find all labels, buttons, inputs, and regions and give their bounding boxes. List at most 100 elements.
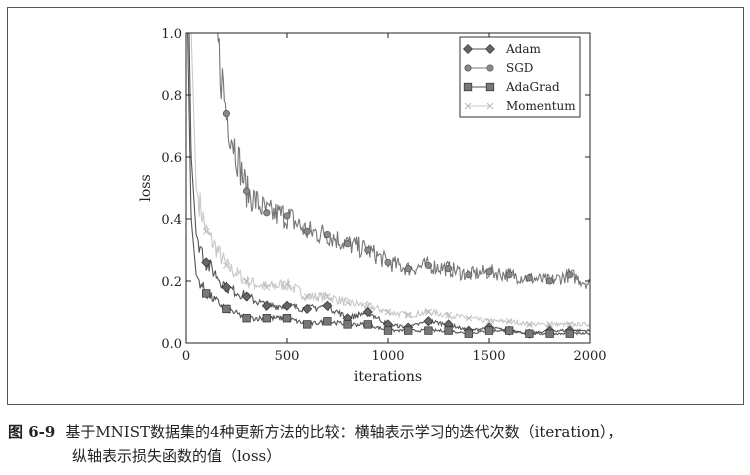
- data-point-sgd: [445, 265, 453, 273]
- data-point-momentum: [404, 311, 412, 319]
- data-point-momentum: [344, 299, 351, 307]
- data-point-sgd: [485, 268, 493, 276]
- legend-item-momentum: Momentum: [464, 99, 576, 113]
- legend-marker: [463, 44, 473, 54]
- data-point-adagrad: [444, 326, 453, 335]
- data-point-momentum: [505, 317, 513, 325]
- series-sgd: [217, 33, 590, 289]
- figure-number: 图 6-9: [8, 423, 56, 441]
- data-point-adam: [423, 316, 434, 327]
- data-point-momentum: [324, 293, 331, 300]
- data-point-adagrad: [262, 314, 271, 323]
- data-point-momentum: [283, 280, 291, 288]
- data-point-momentum: [526, 321, 533, 328]
- legend-marker: [485, 82, 495, 92]
- x-axis-label: iterations: [354, 369, 422, 385]
- series-line-momentum: [190, 33, 590, 329]
- x-tick-label: 0: [182, 349, 190, 364]
- data-point-adagrad: [222, 304, 231, 314]
- x-tick-label: 1000: [371, 349, 404, 364]
- data-point-sgd: [243, 187, 251, 195]
- y-tick-label: 0.0: [161, 337, 182, 352]
- data-point-adam: [201, 257, 212, 268]
- data-point-sgd: [222, 110, 230, 118]
- data-point-adagrad: [343, 320, 352, 329]
- x-tick-label: 1500: [472, 349, 505, 364]
- data-point-momentum: [465, 314, 473, 322]
- data-point-adam: [282, 300, 292, 311]
- legend-item-sgd: SGD: [464, 61, 533, 75]
- data-point-adagrad: [282, 314, 292, 323]
- data-point-adagrad: [424, 326, 433, 335]
- data-point-sgd: [505, 271, 513, 279]
- data-point-adagrad: [464, 329, 473, 338]
- data-point-adam: [302, 303, 313, 314]
- data-point-adagrad: [484, 326, 494, 335]
- legend-marker: [464, 64, 472, 72]
- legend-marker: [485, 44, 495, 54]
- data-point-adagrad: [202, 289, 211, 298]
- legend-marker: [463, 82, 473, 92]
- data-point-adagrad: [242, 314, 251, 323]
- data-point-sgd: [344, 240, 352, 248]
- y-tick-label: 0.2: [161, 275, 182, 290]
- series-line-adagrad: [187, 33, 590, 336]
- data-point-sgd: [303, 227, 311, 235]
- data-point-adam: [241, 291, 252, 302]
- data-point-momentum: [243, 277, 250, 285]
- data-point-sgd: [263, 209, 271, 217]
- caption-line-1: 基于MNIST数据集的4种更新方法的比较：横轴表示学习的迭代次数（iterati…: [65, 423, 623, 441]
- series-line-sgd: [217, 33, 590, 289]
- legend-label: AdaGrad: [505, 80, 560, 94]
- legend-item-adagrad: AdaGrad: [463, 80, 560, 94]
- data-point-momentum: [202, 228, 210, 235]
- legend-marker: [464, 102, 472, 110]
- data-point-adagrad: [383, 326, 393, 335]
- x-tick-label: 2000: [573, 349, 606, 364]
- data-point-adam: [221, 282, 232, 293]
- y-axis-label: loss: [138, 174, 154, 201]
- legend: Adam SGD AdaGrad Momentum: [459, 36, 581, 118]
- legend-marker: [486, 64, 494, 72]
- data-point-sgd: [283, 212, 291, 220]
- y-tick-label: 0.8: [161, 89, 182, 104]
- data-point-sgd: [384, 258, 392, 266]
- data-point-adagrad: [303, 320, 312, 329]
- caption-line-2: 纵轴表示损失函数的值（loss）: [72, 447, 282, 465]
- data-point-sgd: [525, 274, 533, 282]
- data-point-adam: [362, 307, 373, 317]
- legend-label: SGD: [506, 61, 533, 75]
- legend-label: Momentum: [506, 99, 576, 113]
- data-point-sgd: [424, 261, 432, 270]
- series-adagrad: [187, 33, 590, 338]
- data-point-sgd: [323, 230, 331, 239]
- data-point-momentum: [263, 283, 271, 291]
- data-point-momentum: [384, 308, 392, 316]
- legend-label: Adam: [505, 42, 542, 56]
- series-momentum: [190, 33, 590, 329]
- data-point-adagrad: [505, 326, 514, 335]
- data-point-sgd: [404, 265, 412, 273]
- data-point-momentum: [364, 302, 372, 310]
- data-point-adagrad: [525, 329, 534, 338]
- data-point-adagrad: [363, 320, 372, 329]
- data-point-sgd: [566, 271, 574, 279]
- data-point-adam: [261, 300, 272, 311]
- data-point-momentum: [223, 262, 230, 269]
- figure-caption: 图 6-9 基于MNIST数据集的4种更新方法的比较：横轴表示学习的迭代次数（it…: [8, 420, 748, 468]
- data-point-momentum: [303, 293, 311, 300]
- data-point-sgd: [465, 271, 473, 279]
- data-point-sgd: [546, 277, 554, 285]
- data-point-adagrad: [545, 329, 554, 338]
- data-point-momentum: [546, 321, 553, 328]
- data-point-adagrad: [323, 317, 332, 326]
- data-point-momentum: [445, 311, 452, 319]
- data-point-adam: [322, 300, 333, 311]
- loss-chart: 0 500 1000 1500 2000 0.0 0.2 0.4 0.6 0.8 1.0 itera…: [138, 27, 607, 385]
- figure-frame: [7, 7, 744, 405]
- x-tick-label: 500: [275, 349, 300, 364]
- y-tick-label: 1.0: [161, 27, 182, 42]
- legend-item-adam: Adam: [463, 42, 542, 56]
- y-tick-label: 0.4: [161, 213, 182, 228]
- data-point-adagrad: [565, 329, 574, 338]
